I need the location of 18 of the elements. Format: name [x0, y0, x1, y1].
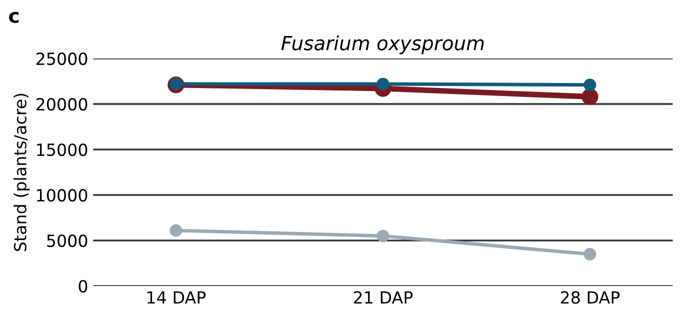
y-tick-label: 0	[78, 280, 88, 293]
point	[584, 78, 596, 92]
point	[376, 78, 390, 90]
text: c	[9, 12, 19, 24]
y-tick-label: 10000	[37, 188, 88, 202]
x-tick-label: 14 DAP	[148, 291, 206, 304]
y-tick-label: 5000	[47, 234, 88, 248]
point	[376, 230, 390, 242]
y-tick-label: 20000	[36, 98, 88, 111]
x-tick-label: 28 DAP	[560, 291, 620, 304]
y-axis-title: Stand (plants/acre)	[14, 94, 30, 251]
point	[584, 248, 596, 260]
point	[170, 224, 182, 237]
y-tick-label: 25000	[36, 52, 88, 66]
y-tick-label: 15000	[37, 143, 88, 156]
point	[582, 88, 598, 106]
x-tick-label: 21 DAP	[354, 291, 413, 304]
chart-title: Fusarium oxysproum	[281, 35, 484, 54]
